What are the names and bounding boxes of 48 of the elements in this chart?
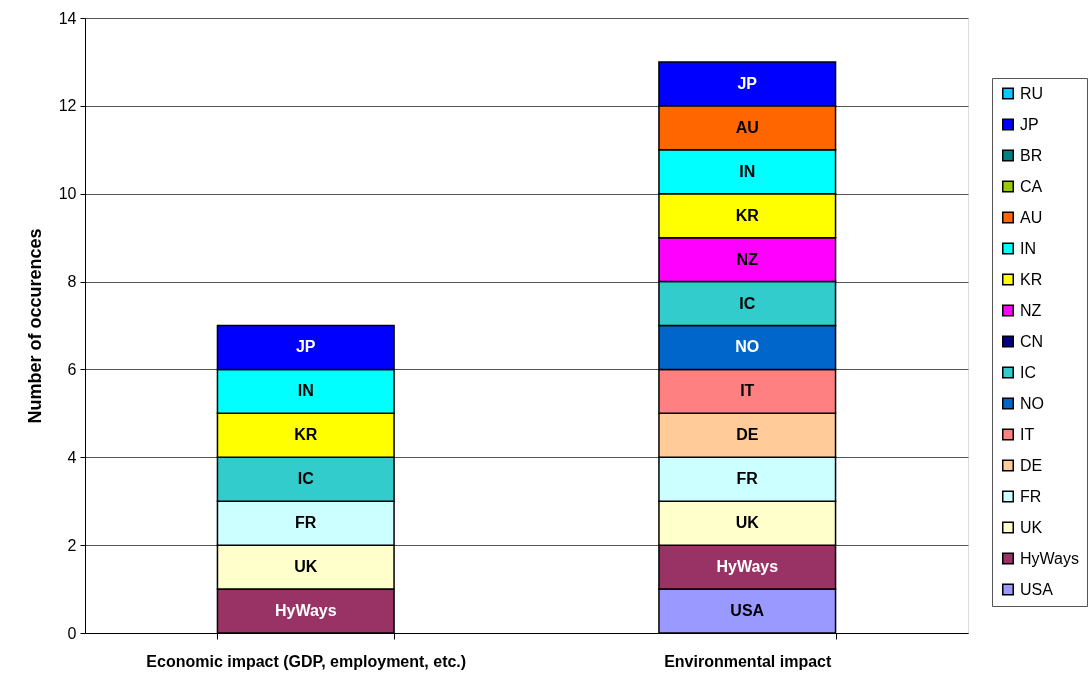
y-tick-label: 4 xyxy=(67,448,77,466)
legend-label: IT xyxy=(1020,425,1035,443)
legend-label: CA xyxy=(1020,177,1043,195)
data-label: IC xyxy=(739,294,756,312)
data-label: KR xyxy=(294,426,318,444)
legend-label: JP xyxy=(1020,115,1039,133)
legend-label: NZ xyxy=(1020,301,1042,319)
data-label: FR xyxy=(736,470,759,488)
data-label: JP xyxy=(295,338,316,356)
data-label: NO xyxy=(735,338,760,356)
legend-label: USA xyxy=(1020,580,1054,598)
data-label: FR xyxy=(295,514,317,532)
data-label: UK xyxy=(735,514,760,532)
y-tick-label: 2 xyxy=(67,536,77,554)
data-label: USA xyxy=(730,602,765,620)
legend-label: AU xyxy=(1020,208,1043,226)
legend-label: UK xyxy=(1020,518,1043,536)
y-tick-label: 8 xyxy=(67,273,77,291)
y-tick-label: 0 xyxy=(67,624,77,642)
legend-label: BR xyxy=(1020,146,1043,164)
data-label: IC xyxy=(297,470,315,488)
legend-label: CN xyxy=(1020,332,1044,350)
y-axis-title: Number of occurences xyxy=(24,228,45,424)
data-label: DE xyxy=(736,426,759,444)
y-tick-label: 12 xyxy=(58,97,77,115)
x-tick-label: Environmental impact xyxy=(664,652,832,670)
data-label: KR xyxy=(735,206,760,224)
data-label: HyWays xyxy=(274,602,337,620)
data-label: UK xyxy=(294,558,318,576)
y-tick-label: 6 xyxy=(67,360,77,378)
legend-label: IC xyxy=(1020,363,1036,381)
legend-label: IN xyxy=(1020,239,1036,257)
legend-label: DE xyxy=(1020,456,1043,474)
data-label: IN xyxy=(739,162,756,180)
y-tick-label: 10 xyxy=(58,185,77,203)
data-label: IT xyxy=(740,382,755,400)
legend-label: KR xyxy=(1020,270,1043,288)
data-label: AU xyxy=(735,118,759,136)
legend-label: RU xyxy=(1020,84,1044,102)
y-tick-label: 14 xyxy=(58,9,77,27)
data-label: JP xyxy=(737,74,758,92)
data-label: HyWays xyxy=(716,558,779,576)
x-tick-label: Economic impact (GDP, employment, etc.) xyxy=(146,652,467,670)
legend-label: NO xyxy=(1020,394,1044,412)
legend-label: HyWays xyxy=(1020,549,1079,567)
data-label: NZ xyxy=(736,250,759,268)
data-label: IN xyxy=(297,382,314,400)
legend-label: FR xyxy=(1020,487,1042,505)
